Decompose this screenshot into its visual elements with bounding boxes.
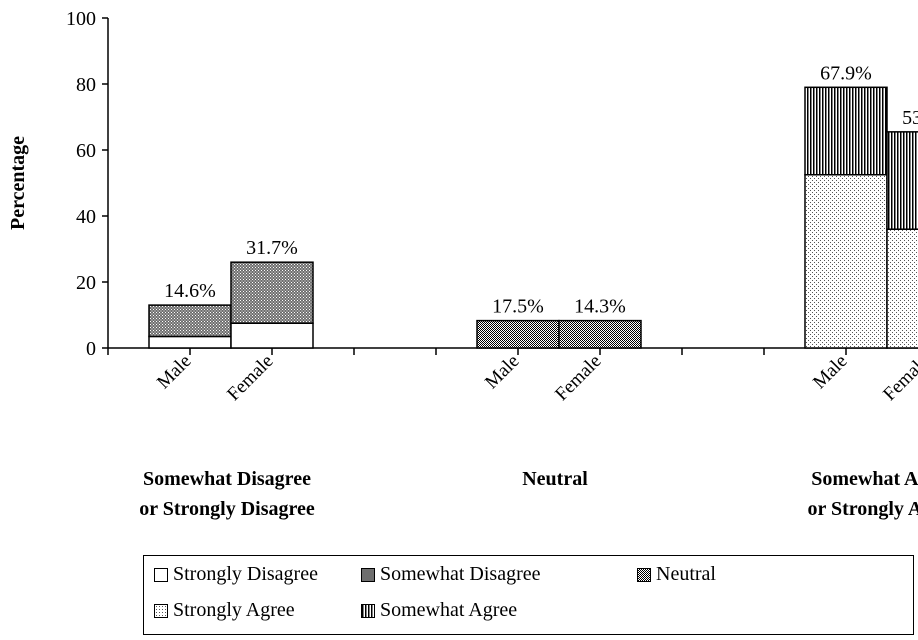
legend-item: Strongly Agree — [154, 599, 295, 622]
legend-item: Strongly Disagree — [154, 563, 318, 586]
y-tick-label: 60 — [76, 140, 96, 162]
group-label: or Strongly Agree — [807, 498, 918, 520]
data-label: 31.7% — [246, 237, 298, 259]
bar-segment — [886, 131, 918, 230]
legend-swatch — [361, 603, 375, 618]
bar-segment — [886, 228, 918, 349]
group-label: or Strongly Disagree — [139, 498, 315, 520]
group-label: Neutral — [522, 468, 588, 490]
x-tick-label: Male — [809, 351, 851, 393]
legend-item: Neutral — [637, 563, 716, 586]
bar-segment — [148, 335, 232, 349]
bar-segment — [230, 261, 314, 325]
bar-segment — [804, 174, 888, 349]
legend-item: Somewhat Agree — [361, 599, 517, 622]
legend-swatch — [154, 603, 168, 618]
y-axis-label: Percentage — [7, 136, 29, 230]
legend-swatch — [637, 567, 651, 582]
y-tick-label: 100 — [66, 8, 96, 30]
bars — [148, 86, 918, 349]
legend-label: Somewhat Disagree — [380, 563, 541, 585]
y-tick-label: 20 — [76, 272, 96, 294]
bar-segment — [148, 304, 232, 338]
data-label: 67.9% — [820, 62, 872, 84]
y-tick-label: 80 — [76, 74, 96, 96]
legend-item: Somewhat Disagree — [361, 563, 541, 586]
legend: Strongly Disagree Somewhat Disagree Neutra… — [143, 555, 914, 635]
x-tick-label: Female — [879, 351, 918, 405]
data-label: 17.5% — [492, 296, 544, 318]
labels: 0 20 40 60 80 100 Percentage 14.6% Male 31.7% Fema… — [7, 8, 918, 520]
bar-segment — [558, 319, 642, 349]
data-label: 14.6% — [164, 280, 216, 302]
legend-label: Somewhat Agree — [380, 599, 518, 621]
y-tick-label: 40 — [76, 206, 96, 228]
legend-swatch — [154, 567, 168, 582]
bar-segment — [230, 322, 314, 349]
x-tick-label: Female — [223, 351, 277, 405]
group-label: Somewhat Agree — [811, 468, 918, 490]
data-label: 14.3% — [574, 296, 626, 318]
group-label: Somewhat Disagree — [143, 468, 311, 490]
x-tick-label: Male — [481, 351, 523, 393]
bar-segment — [476, 319, 560, 349]
x-tick-label: Male — [153, 351, 195, 393]
legend-label: Neutral — [656, 563, 716, 585]
y-tick-label: 0 — [86, 338, 96, 360]
x-tick-label: Female — [551, 351, 605, 405]
data-label: 53.9% — [902, 107, 918, 129]
legend-swatch — [361, 567, 375, 582]
legend-label: Strongly Agree — [173, 599, 295, 621]
legend-label: Strongly Disagree — [173, 563, 318, 585]
chart: 0 20 40 60 80 100 Percentage 14.6% Male 31.7% Fema… — [7, 8, 918, 520]
bar-segment — [804, 86, 888, 176]
